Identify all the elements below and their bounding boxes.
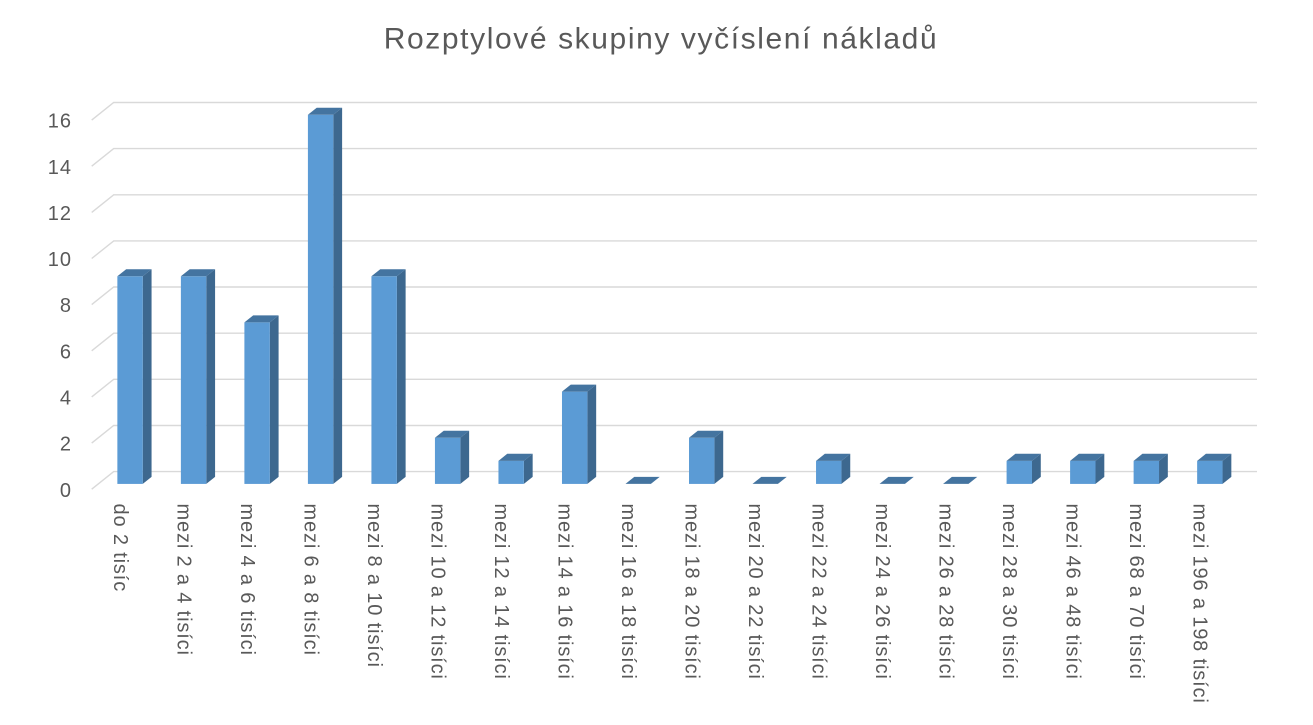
- svg-text:2: 2: [60, 434, 72, 456]
- svg-text:mezi 26 a 28 tisíci: mezi 26 a 28 tisíci: [935, 504, 957, 680]
- svg-text:mezi 14 a 16 tisíci: mezi 14 a 16 tisíci: [554, 504, 576, 680]
- svg-text:mezi 2 a 4 tisíci: mezi 2 a 4 tisíci: [173, 504, 195, 656]
- svg-text:mezi 10 a 12 tisíci: mezi 10 a 12 tisíci: [427, 504, 449, 680]
- svg-text:16: 16: [48, 111, 72, 133]
- svg-text:12: 12: [48, 203, 72, 225]
- svg-text:mezi 46 a 48 tisíci: mezi 46 a 48 tisíci: [1062, 504, 1084, 680]
- svg-text:Rozptylové skupiny vyčíslení n: Rozptylové skupiny vyčíslení nákladů: [384, 23, 939, 56]
- svg-text:mezi 4 a 6 tisíci: mezi 4 a 6 tisíci: [236, 504, 258, 656]
- svg-text:mezi 16 a 18 tisíci: mezi 16 a 18 tisíci: [617, 504, 639, 680]
- svg-text:6: 6: [60, 341, 72, 363]
- svg-text:do 2 tisíc: do 2 tisíc: [109, 504, 131, 593]
- svg-text:mezi 18 a 20 tisíci: mezi 18 a 20 tisíci: [681, 504, 703, 680]
- svg-text:mezi 22 a 24 tisíci: mezi 22 a 24 tisíci: [808, 504, 830, 680]
- svg-text:mezi 24 a 26 tisíci: mezi 24 a 26 tisíci: [871, 504, 893, 680]
- svg-text:10: 10: [48, 249, 72, 271]
- svg-text:mezi 28 a 30 tisíci: mezi 28 a 30 tisíci: [998, 504, 1020, 680]
- svg-text:8: 8: [60, 295, 72, 317]
- svg-text:0: 0: [60, 480, 72, 502]
- svg-text:mezi 8 a 10 tisíci: mezi 8 a 10 tisíci: [363, 504, 385, 668]
- svg-text:mezi 68 a 70 tisíci: mezi 68 a 70 tisíci: [1125, 504, 1147, 680]
- svg-text:mezi 20 a 22 tisíci: mezi 20 a 22 tisíci: [744, 504, 766, 680]
- svg-text:mezi 196 a 198 tisíci: mezi 196 a 198 tisíci: [1189, 504, 1211, 704]
- svg-text:mezi 6 a 8 tisíci: mezi 6 a 8 tisíci: [300, 504, 322, 656]
- svg-text:14: 14: [48, 157, 72, 179]
- svg-text:4: 4: [60, 388, 72, 410]
- svg-text:mezi 12 a 14 tisíci: mezi 12 a 14 tisíci: [490, 504, 512, 680]
